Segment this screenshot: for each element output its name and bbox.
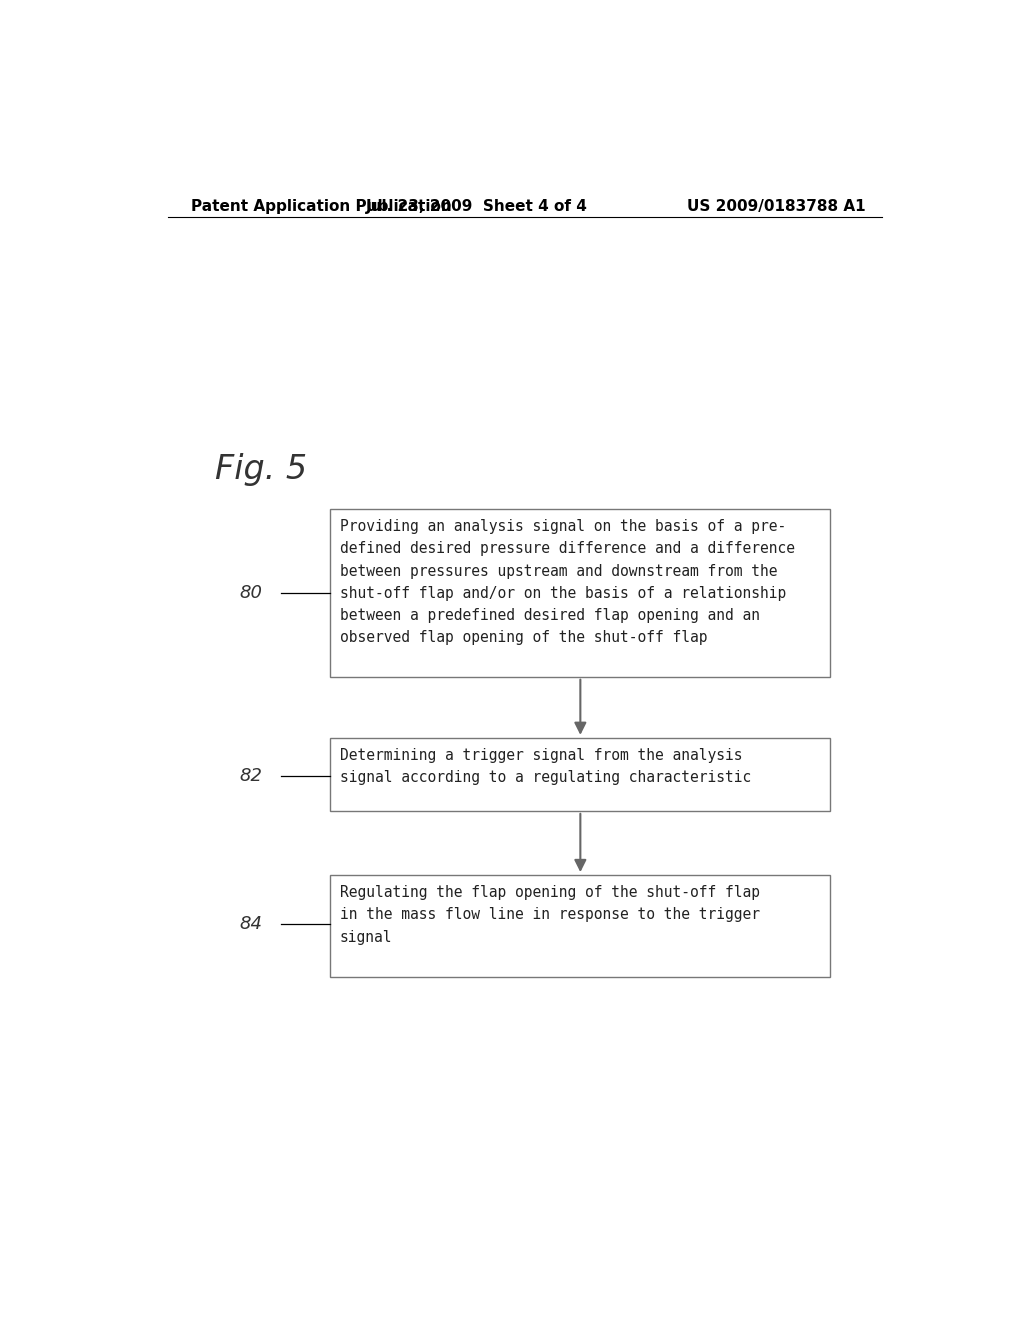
Text: 80: 80 — [240, 585, 262, 602]
Text: Regulating the flap opening of the shut-off flap
in the mass flow line in respon: Regulating the flap opening of the shut-… — [340, 886, 760, 945]
Text: 84: 84 — [240, 915, 262, 933]
Text: Patent Application Publication: Patent Application Publication — [191, 199, 453, 214]
FancyBboxPatch shape — [331, 875, 830, 977]
Text: US 2009/0183788 A1: US 2009/0183788 A1 — [687, 199, 866, 214]
Text: Determining a trigger signal from the analysis
signal according to a regulating : Determining a trigger signal from the an… — [340, 748, 752, 785]
Text: 82: 82 — [240, 767, 262, 785]
FancyBboxPatch shape — [331, 738, 830, 810]
Text: Fig. 5: Fig. 5 — [215, 453, 307, 486]
Text: Providing an analysis signal on the basis of a pre-
defined desired pressure dif: Providing an analysis signal on the basi… — [340, 519, 795, 645]
FancyBboxPatch shape — [331, 510, 830, 677]
Text: Jul. 23, 2009  Sheet 4 of 4: Jul. 23, 2009 Sheet 4 of 4 — [367, 199, 588, 214]
